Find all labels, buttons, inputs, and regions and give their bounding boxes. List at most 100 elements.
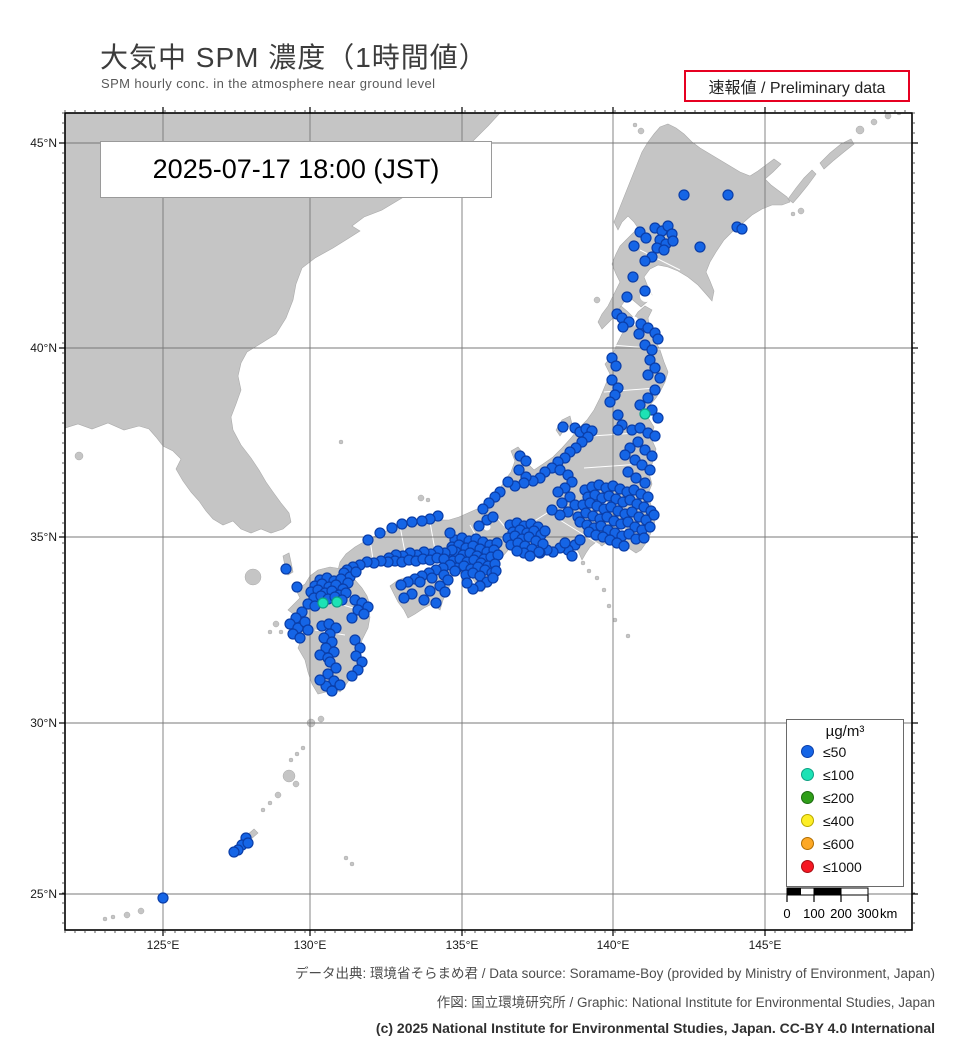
axis-label-lat: 35°N bbox=[30, 530, 57, 544]
station-dot-le50 bbox=[640, 232, 652, 244]
station-dot-le50 bbox=[228, 846, 240, 858]
station-dot-le50 bbox=[533, 546, 545, 558]
station-dot-le50 bbox=[667, 235, 679, 247]
station-dot-le50 bbox=[349, 634, 361, 646]
island bbox=[292, 780, 300, 788]
timestamp-box: 2025-07-17 18:00 (JST) bbox=[100, 141, 492, 198]
island bbox=[343, 855, 349, 861]
station-dot-le50 bbox=[649, 384, 661, 396]
station-dot-le50 bbox=[520, 455, 532, 467]
island bbox=[601, 587, 607, 593]
island bbox=[278, 629, 284, 635]
station-dot-le50 bbox=[566, 550, 578, 562]
station-dot-le50 bbox=[612, 424, 624, 436]
station-dot-le50 bbox=[426, 572, 438, 584]
station-dot-le100 bbox=[317, 597, 329, 609]
station-dot-le50 bbox=[638, 532, 650, 544]
landmass bbox=[787, 169, 817, 204]
legend-dot-icon bbox=[801, 814, 814, 827]
station-dot-le50 bbox=[658, 244, 670, 256]
island bbox=[123, 911, 131, 919]
station-dot-le50 bbox=[398, 592, 410, 604]
station-dot-le50 bbox=[511, 545, 523, 557]
station-dot-le50 bbox=[644, 464, 656, 476]
island bbox=[606, 603, 612, 609]
station-dot-le50 bbox=[362, 534, 374, 546]
axis-label-lat: 40°N bbox=[30, 341, 57, 355]
page-subtitle: SPM hourly conc. in the atmosphere near … bbox=[101, 76, 436, 91]
station-dot-le50 bbox=[736, 223, 748, 235]
station-dot-le50 bbox=[554, 509, 566, 521]
legend-item: ≤1000 bbox=[801, 855, 862, 878]
island bbox=[102, 916, 108, 922]
station-dot-le50 bbox=[559, 537, 571, 549]
scalebar-label: 100 bbox=[803, 906, 825, 921]
axis-label-lon: 125°E bbox=[146, 938, 180, 952]
station-dot-le50 bbox=[346, 670, 358, 682]
footer-copyright: (c) 2025 National Institute for Environm… bbox=[375, 1020, 935, 1036]
legend-dot-icon bbox=[801, 745, 814, 758]
island bbox=[790, 211, 796, 217]
station-dot-le50 bbox=[694, 241, 706, 253]
station-dot-le50 bbox=[346, 612, 358, 624]
station-dot-le50 bbox=[487, 572, 499, 584]
island bbox=[110, 914, 116, 920]
station-dot-le50 bbox=[461, 577, 473, 589]
station-dot-le50 bbox=[642, 392, 654, 404]
station-dot-le50 bbox=[416, 515, 428, 527]
station-dot-le50 bbox=[439, 586, 451, 598]
island bbox=[300, 745, 306, 751]
footer-data-source: データ出典: 環境省そらまめ君 / Data source: Soramame-… bbox=[295, 966, 935, 981]
scalebar-label: 300 bbox=[857, 906, 879, 921]
axis-label-lon: 145°E bbox=[748, 938, 782, 952]
scalebar-label: 0 bbox=[783, 906, 790, 921]
legend-item: ≤400 bbox=[801, 809, 862, 832]
axis-label-lon: 130°E bbox=[293, 938, 327, 952]
station-dot-le50 bbox=[430, 597, 442, 609]
legend: µg/m³ ≤50 ≤100 ≤200 ≤400 ≤600 ≤1000 bbox=[786, 719, 904, 887]
station-dot-le50 bbox=[539, 525, 551, 537]
prefecture-border bbox=[639, 249, 681, 271]
station-dot-le50 bbox=[621, 291, 633, 303]
station-dot-le50 bbox=[644, 354, 656, 366]
island bbox=[282, 769, 296, 783]
station-dot-le50 bbox=[722, 189, 734, 201]
legend-item: ≤50 bbox=[801, 740, 862, 763]
station-dot-le50 bbox=[242, 837, 254, 849]
station-dot-le50 bbox=[648, 509, 660, 521]
island bbox=[137, 907, 145, 915]
legend-dot-icon bbox=[801, 791, 814, 804]
station-dot-le50 bbox=[627, 271, 639, 283]
station-dot-le50 bbox=[487, 511, 499, 523]
station-dot-le50 bbox=[639, 285, 651, 297]
page-title: 大気中 SPM 濃度（1時間値） bbox=[100, 42, 488, 73]
station-dot-le50 bbox=[477, 503, 489, 515]
station-dot-le50 bbox=[604, 396, 616, 408]
legend-title: µg/m³ bbox=[825, 723, 865, 740]
island bbox=[586, 568, 592, 574]
landmass bbox=[819, 138, 855, 170]
legend-items: ≤50 ≤100 ≤200 ≤400 ≤600 ≤1000 bbox=[787, 740, 862, 878]
station-dot-le50 bbox=[326, 685, 338, 697]
axis-label-lon: 135°E bbox=[445, 938, 479, 952]
axis-label-lat: 45°N bbox=[30, 136, 57, 150]
station-dot-le50 bbox=[157, 892, 169, 904]
station-dot-le50 bbox=[630, 472, 642, 484]
station-dot-le50 bbox=[612, 409, 624, 421]
island bbox=[797, 207, 805, 215]
island bbox=[338, 439, 344, 445]
island bbox=[317, 715, 325, 723]
station-dot-le50 bbox=[513, 464, 525, 476]
station-dot-le50 bbox=[618, 540, 630, 552]
station-dot-le50 bbox=[556, 497, 568, 509]
legend-item: ≤200 bbox=[801, 786, 862, 809]
axis-label-lat: 30°N bbox=[30, 716, 57, 730]
station-dot-le50 bbox=[654, 372, 666, 384]
axis-label-lat: 25°N bbox=[30, 887, 57, 901]
island bbox=[294, 751, 300, 757]
legend-item-label: ≤100 bbox=[823, 766, 855, 783]
island bbox=[870, 118, 878, 126]
island bbox=[625, 633, 631, 639]
island bbox=[637, 127, 645, 135]
scalebar-unit: km bbox=[880, 906, 897, 921]
